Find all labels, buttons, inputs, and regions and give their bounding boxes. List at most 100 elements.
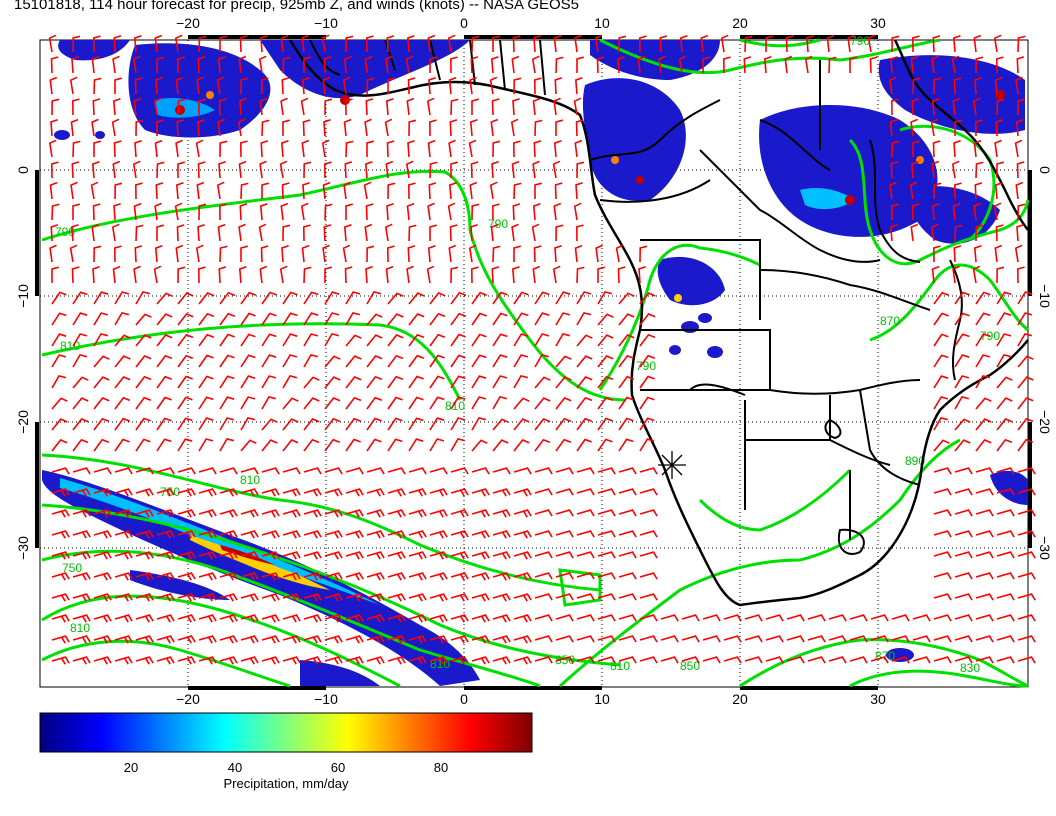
wind-barb: [69, 244, 78, 263]
wind-barb: [1017, 635, 1036, 643]
wind-barb: [429, 530, 448, 539]
wind-barb: [1017, 417, 1034, 431]
wind-barb: [429, 417, 445, 431]
wind-barb: [50, 56, 59, 74]
wind-barb: [993, 202, 1002, 221]
wind-barb: [259, 160, 267, 179]
wind-barb: [198, 593, 217, 602]
wind-barb: [219, 488, 238, 497]
wind-barb: [408, 551, 427, 560]
wind-barb: [534, 291, 550, 305]
wind-barb: [996, 98, 1005, 116]
wind-barb: [553, 139, 562, 158]
wind-barb: [765, 35, 774, 52]
wind-barb: [534, 551, 553, 559]
wind-barb: [51, 467, 70, 475]
wind-barb: [449, 56, 458, 74]
wind-barb: [113, 245, 122, 263]
wind-barb: [951, 55, 960, 74]
wind-barb: [386, 245, 395, 263]
wind-barb: [471, 333, 487, 347]
wind-barb: [240, 509, 259, 518]
wind-barb: [702, 635, 721, 643]
wind-barb: [471, 614, 490, 623]
wind-barb: [303, 56, 312, 73]
lat-tick-label: −20: [15, 410, 31, 434]
wind-barb: [427, 139, 436, 158]
wind-barb: [429, 161, 438, 179]
wind-barb: [303, 572, 322, 581]
wind-barb: [195, 244, 204, 263]
wind-barb: [933, 354, 949, 368]
wind-barb: [216, 76, 225, 95]
wind-barb: [910, 55, 919, 74]
wind-barb: [428, 77, 436, 95]
wind-barb: [155, 182, 164, 200]
wind-barb: [597, 530, 616, 538]
wind-barb: [321, 139, 330, 158]
wind-barb: [512, 203, 521, 221]
wind-barb: [365, 98, 374, 116]
wind-barb: [1017, 203, 1026, 221]
wind-barb: [490, 55, 499, 74]
wind-barb: [973, 202, 981, 221]
wind-barb: [534, 530, 553, 538]
wind-barb: [1016, 224, 1024, 242]
wind-barb: [576, 56, 585, 73]
wind-barb: [198, 354, 214, 368]
wind-barb: [471, 509, 490, 518]
wind-barb: [408, 530, 427, 539]
wind-barb: [366, 334, 383, 347]
wind-barb: [364, 160, 373, 179]
wind-barb: [133, 97, 142, 116]
wind-barb: [849, 614, 868, 622]
wind-barb: [618, 313, 635, 326]
wind-barb: [408, 354, 425, 368]
wind-barb: [238, 160, 247, 179]
lat-tick-label: −30: [1037, 536, 1053, 560]
wind-barb: [511, 265, 520, 284]
wind-barb: [450, 291, 467, 305]
wind-barb: [261, 488, 280, 497]
wind-barb: [300, 202, 309, 221]
wind-barb: [366, 355, 383, 368]
wind-barb: [554, 245, 562, 263]
wind-barb: [345, 656, 364, 665]
wind-barb: [322, 181, 331, 200]
wind-barb: [597, 551, 616, 559]
wind-barb: [534, 182, 543, 199]
wind-barb: [910, 223, 919, 242]
wind-barb: [51, 266, 60, 283]
wind-barb: [1017, 467, 1036, 475]
wind-barb: [891, 614, 910, 622]
wind-barb: [1015, 76, 1023, 95]
wind-barb: [219, 291, 236, 305]
wind-barb: [450, 488, 469, 497]
wind-barb: [93, 140, 102, 157]
wind-barb: [176, 56, 185, 74]
wind-barb: [219, 333, 235, 347]
wind-barb: [385, 265, 394, 284]
wind-barb: [387, 509, 406, 518]
wind-barb: [303, 656, 322, 665]
wind-barb: [890, 98, 899, 116]
wind-barb: [996, 397, 1013, 410]
wind-barb: [554, 77, 563, 95]
wind-barb: [954, 656, 973, 664]
wind-barb: [51, 333, 67, 347]
wind-barb: [765, 635, 784, 643]
wind-barb: [576, 488, 595, 496]
wind-barb: [975, 418, 992, 431]
wind-barb: [933, 551, 952, 559]
wind-barb: [492, 35, 501, 52]
wind-barb: [49, 244, 57, 263]
wind-barb: [324, 417, 341, 431]
wind-barb: [71, 56, 79, 74]
wind-barb: [975, 593, 994, 601]
lon-tick-label: −20: [176, 15, 200, 31]
wind-barb: [240, 572, 259, 581]
wind-barb: [93, 656, 112, 665]
wind-barb: [114, 334, 131, 347]
wind-barb: [659, 35, 668, 53]
wind-barb: [240, 396, 256, 410]
